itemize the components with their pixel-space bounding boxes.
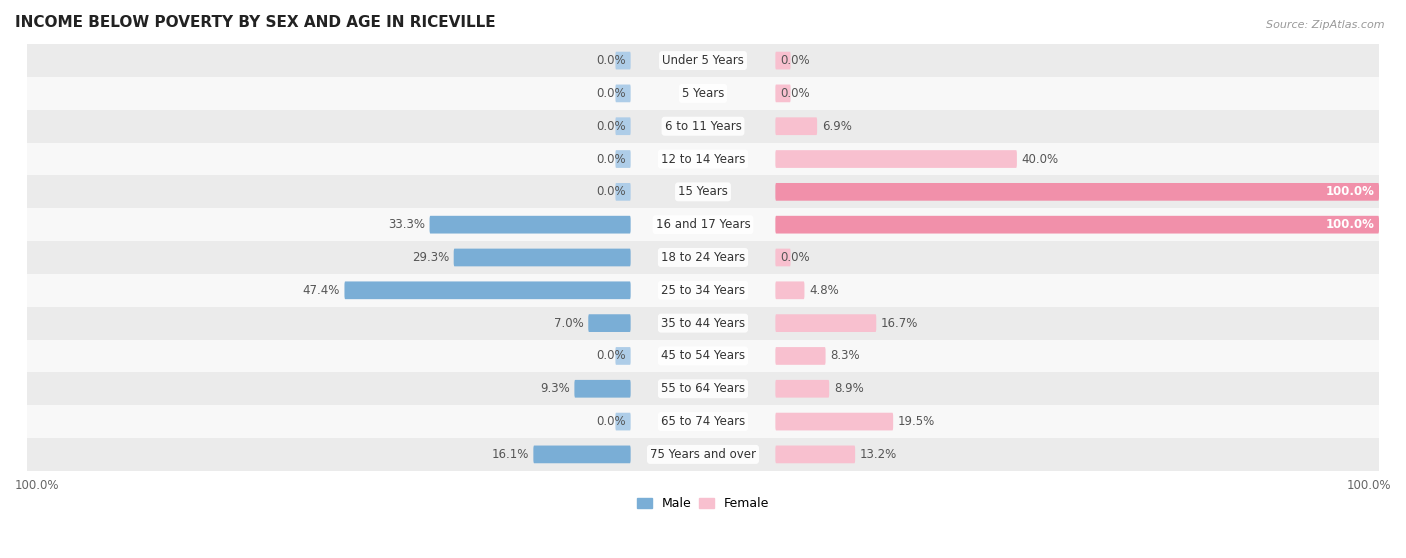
Text: 7.0%: 7.0% (554, 316, 583, 330)
Text: 0.0%: 0.0% (780, 251, 810, 264)
Bar (27, 274, 1379, 307)
FancyBboxPatch shape (775, 380, 830, 398)
Text: INCOME BELOW POVERTY BY SEX AND AGE IN RICEVILLE: INCOME BELOW POVERTY BY SEX AND AGE IN R… (15, 15, 496, 30)
Text: 47.4%: 47.4% (302, 284, 340, 297)
FancyBboxPatch shape (775, 183, 1379, 201)
Bar (27, 44, 1379, 77)
FancyBboxPatch shape (616, 183, 631, 201)
FancyBboxPatch shape (454, 249, 631, 266)
FancyBboxPatch shape (775, 314, 876, 332)
Text: 9.3%: 9.3% (540, 382, 569, 395)
Text: 8.3%: 8.3% (831, 349, 860, 363)
Bar (27, 143, 1379, 175)
Bar (27, 208, 1379, 241)
Bar (27, 405, 1379, 438)
Bar (27, 307, 1379, 339)
Text: 0.0%: 0.0% (596, 54, 626, 67)
Text: 0.0%: 0.0% (596, 152, 626, 166)
FancyBboxPatch shape (616, 413, 631, 430)
Bar (27, 77, 1379, 110)
FancyBboxPatch shape (616, 84, 631, 102)
Text: 16.1%: 16.1% (491, 448, 529, 461)
Text: 25 to 34 Years: 25 to 34 Years (661, 284, 745, 297)
FancyBboxPatch shape (775, 84, 790, 102)
Text: 12 to 14 Years: 12 to 14 Years (661, 152, 745, 166)
Legend: Male, Female: Male, Female (631, 493, 775, 516)
Bar (27, 110, 1379, 143)
FancyBboxPatch shape (616, 150, 631, 168)
Text: 100.0%: 100.0% (1326, 218, 1374, 231)
Text: 45 to 54 Years: 45 to 54 Years (661, 349, 745, 363)
Text: 75 Years and over: 75 Years and over (650, 448, 756, 461)
Text: 15 Years: 15 Years (678, 185, 728, 198)
FancyBboxPatch shape (775, 150, 1017, 168)
FancyBboxPatch shape (533, 445, 631, 463)
FancyBboxPatch shape (775, 281, 804, 299)
Text: 4.8%: 4.8% (810, 284, 839, 297)
Text: 19.5%: 19.5% (898, 415, 935, 428)
Text: Source: ZipAtlas.com: Source: ZipAtlas.com (1267, 20, 1385, 30)
Bar (27, 175, 1379, 208)
FancyBboxPatch shape (616, 117, 631, 135)
Text: 0.0%: 0.0% (596, 120, 626, 133)
Text: 6.9%: 6.9% (823, 120, 852, 133)
Bar (27, 438, 1379, 471)
Text: 0.0%: 0.0% (780, 87, 810, 100)
FancyBboxPatch shape (616, 52, 631, 69)
FancyBboxPatch shape (344, 281, 631, 299)
FancyBboxPatch shape (575, 380, 631, 398)
Text: 13.2%: 13.2% (860, 448, 897, 461)
Text: 0.0%: 0.0% (596, 185, 626, 198)
Text: 0.0%: 0.0% (780, 54, 810, 67)
Text: 100.0%: 100.0% (1326, 185, 1374, 198)
FancyBboxPatch shape (775, 413, 893, 430)
FancyBboxPatch shape (775, 216, 1379, 234)
Text: 6 to 11 Years: 6 to 11 Years (665, 120, 741, 133)
Text: 0.0%: 0.0% (596, 87, 626, 100)
Text: Under 5 Years: Under 5 Years (662, 54, 744, 67)
FancyBboxPatch shape (588, 314, 631, 332)
Text: 0.0%: 0.0% (596, 415, 626, 428)
FancyBboxPatch shape (775, 347, 825, 365)
Text: 16 and 17 Years: 16 and 17 Years (655, 218, 751, 231)
FancyBboxPatch shape (430, 216, 631, 234)
Text: 40.0%: 40.0% (1022, 152, 1059, 166)
Bar (27, 372, 1379, 405)
FancyBboxPatch shape (775, 117, 817, 135)
Text: 0.0%: 0.0% (596, 349, 626, 363)
Text: 33.3%: 33.3% (388, 218, 425, 231)
FancyBboxPatch shape (616, 347, 631, 365)
FancyBboxPatch shape (775, 249, 790, 266)
Text: 29.3%: 29.3% (412, 251, 449, 264)
Bar (27, 339, 1379, 372)
Bar (27, 241, 1379, 274)
Text: 16.7%: 16.7% (882, 316, 918, 330)
Text: 18 to 24 Years: 18 to 24 Years (661, 251, 745, 264)
Text: 65 to 74 Years: 65 to 74 Years (661, 415, 745, 428)
Text: 8.9%: 8.9% (834, 382, 863, 395)
FancyBboxPatch shape (775, 52, 790, 69)
FancyBboxPatch shape (775, 445, 855, 463)
Text: 100.0%: 100.0% (15, 479, 59, 492)
Text: 35 to 44 Years: 35 to 44 Years (661, 316, 745, 330)
Text: 5 Years: 5 Years (682, 87, 724, 100)
Text: 55 to 64 Years: 55 to 64 Years (661, 382, 745, 395)
Text: 100.0%: 100.0% (1347, 479, 1391, 492)
